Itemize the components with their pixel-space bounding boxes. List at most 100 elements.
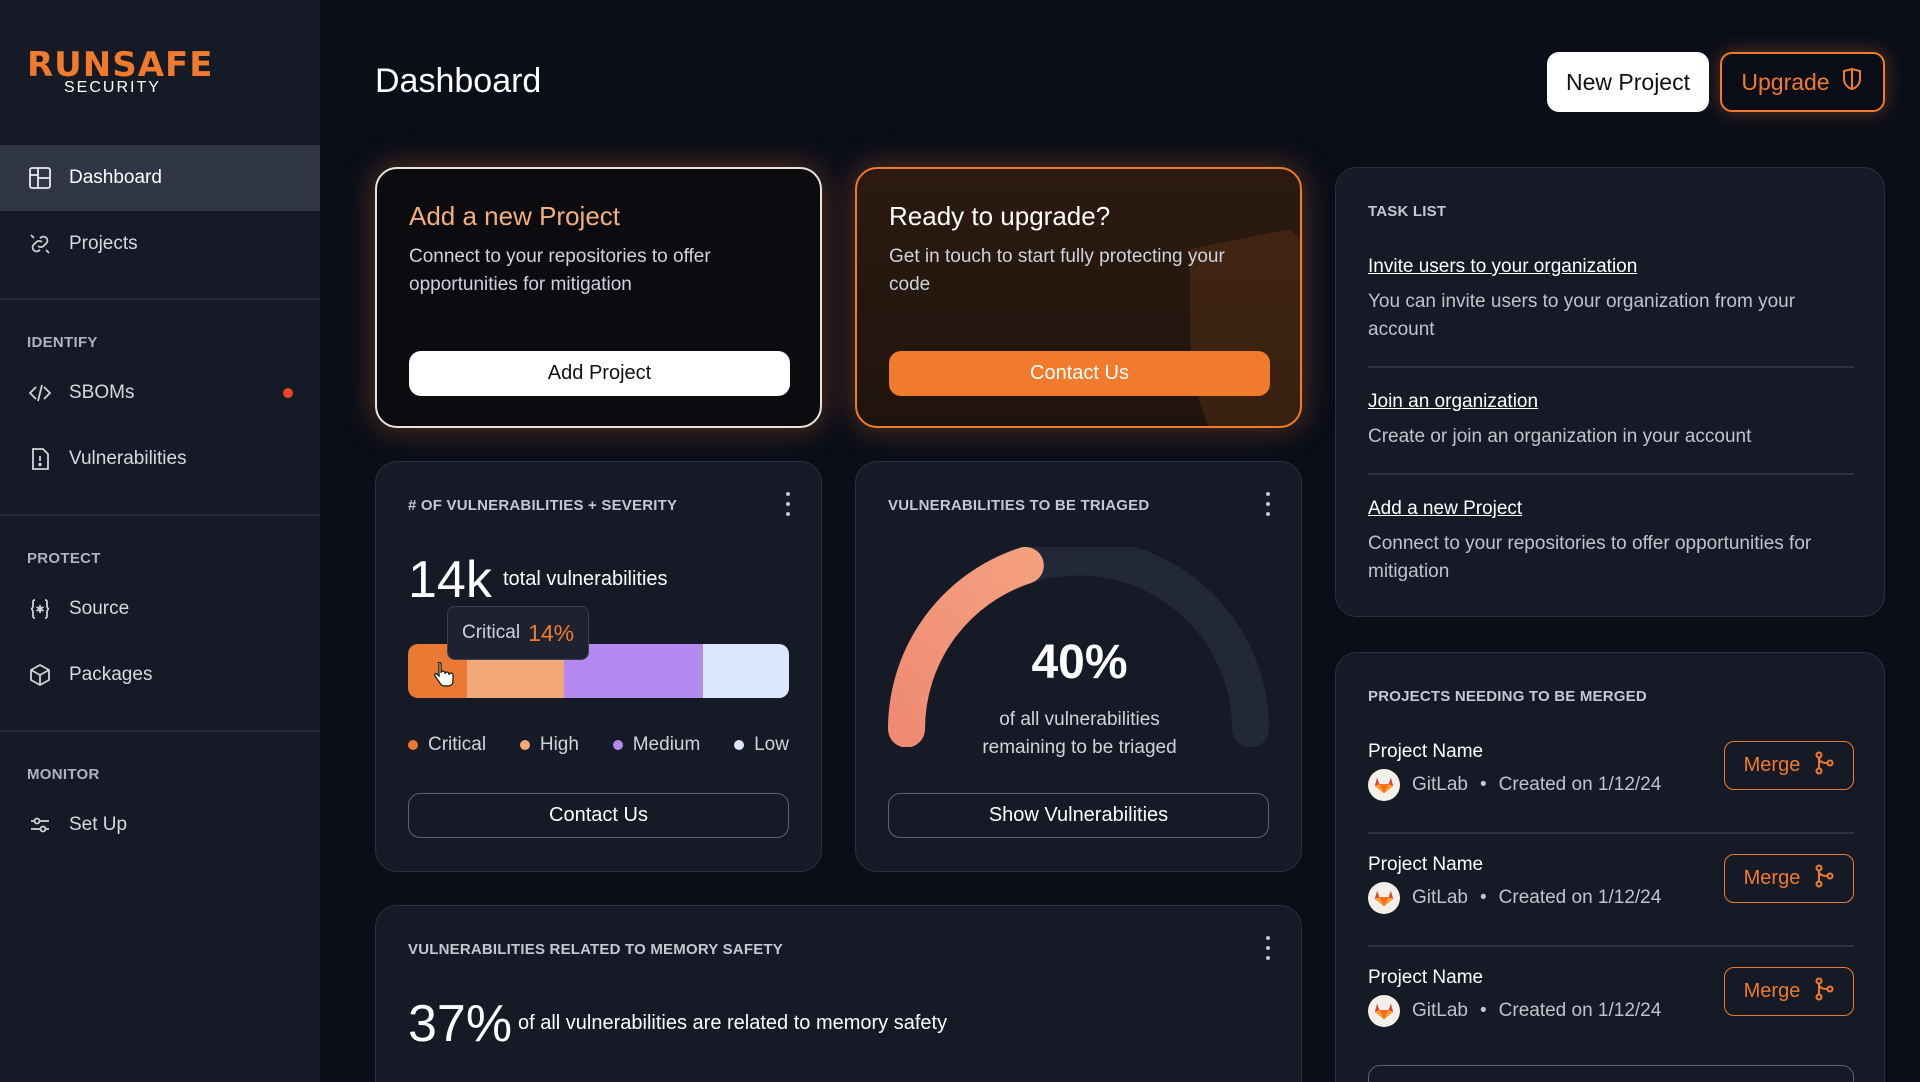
sidebar-item-label: Set Up [69, 814, 128, 835]
git-merge-icon [1814, 864, 1834, 894]
link-icon [27, 231, 53, 257]
project-source: GitLab [1412, 1000, 1468, 1021]
vulnerabilities-severity-card: # OF VULNERABILITIES + SEVERITY 14k tota… [375, 461, 822, 872]
project-meta: GitLab • Created on 1/12/24 [1368, 882, 1661, 914]
triage-percent: 40% [1031, 636, 1128, 689]
view-all-button[interactable] [1368, 1065, 1854, 1082]
box-icon [27, 662, 53, 688]
gauge-fill [888, 547, 1044, 747]
card-label: PROJECTS NEEDING TO BE MERGED [1368, 688, 1647, 705]
sidebar-divider [0, 730, 320, 732]
sidebar: RUNSAFE SECURITY Dashboard Projects IDEN… [0, 0, 320, 1082]
projects-to-merge-card: PROJECTS NEEDING TO BE MERGED Project Na… [1335, 652, 1885, 1082]
memory-safety-percent: 37% [408, 995, 513, 1053]
tooltip-value: 14% [528, 619, 575, 646]
severity-segment-low[interactable] [703, 644, 789, 698]
total-vulnerabilities-count: 14k [408, 551, 492, 609]
file-alert-icon [27, 446, 53, 472]
list-item: Project Name GitLab • Created on 1/12/24… [1368, 741, 1854, 821]
sidebar-item-vulnerabilities[interactable]: Vulnerabilities [0, 426, 320, 492]
task-description: Create or join an organization in your a… [1368, 426, 1752, 447]
sidebar-item-source[interactable]: Source [0, 576, 320, 642]
task-description: Connect to your repositories to offer op… [1368, 533, 1812, 582]
sidebar-item-sboms[interactable]: SBOMs [0, 360, 320, 426]
project-created: Created on 1/12/24 [1498, 774, 1662, 795]
project-name: Project Name [1368, 967, 1484, 988]
sidebar-item-label: Vulnerabilities [69, 448, 187, 469]
card-description: Get in touch to start fully protecting y… [889, 246, 1225, 295]
upgrade-button[interactable]: Upgrade [1720, 52, 1885, 112]
card-label: # OF VULNERABILITIES + SEVERITY [408, 497, 678, 514]
separator-dot: • [1479, 774, 1487, 795]
more-options-icon[interactable] [1265, 936, 1271, 960]
legend-item-critical: Critical [408, 734, 486, 756]
project-meta: GitLab • Created on 1/12/24 [1368, 995, 1661, 1027]
upgrade-card: Ready to upgrade? Get in touch to start … [855, 167, 1302, 428]
sidebar-item-dashboard[interactable]: Dashboard [0, 145, 320, 211]
severity-legend: Critical High Medium Low [408, 734, 789, 756]
section-title-identify: IDENTIFY [27, 334, 98, 351]
merge-button[interactable]: Merge [1724, 741, 1854, 790]
separator-dot: • [1479, 887, 1487, 908]
card-description: Connect to your repositories to offer op… [409, 246, 711, 295]
sidebar-item-label: SBOMs [69, 382, 135, 403]
add-project-card: Add a new Project Connect to your reposi… [375, 167, 822, 428]
legend-item-high: High [519, 734, 579, 756]
task-description: You can invite users to your organizatio… [1368, 291, 1796, 340]
legend-item-low: Low [734, 734, 789, 756]
divider [1368, 473, 1854, 475]
tooltip-label: Critical [462, 622, 521, 643]
gitlab-icon [1368, 995, 1400, 1027]
task-item: Invite users to your organization You ca… [1368, 256, 1854, 344]
sidebar-item-label: Projects [69, 233, 138, 254]
merge-button-label: Merge [1743, 867, 1801, 889]
divider [1368, 945, 1854, 947]
triage-subtitle-line2: remaining to be triaged [982, 737, 1177, 758]
card-title: Ready to upgrade? [889, 201, 1111, 231]
sidebar-divider [0, 514, 320, 516]
sidebar-item-projects[interactable]: Projects [0, 211, 320, 277]
memory-safety-text: of all vulnerabilities are related to me… [518, 1012, 948, 1034]
severity-tooltip: Critical 14% [447, 606, 590, 660]
list-item: Project Name GitLab • Created on 1/12/24… [1368, 854, 1854, 934]
merge-button[interactable]: Merge [1724, 854, 1854, 903]
sidebar-item-label: Source [69, 598, 130, 619]
sidebar-item-packages[interactable]: Packages [0, 642, 320, 708]
new-project-button[interactable]: New Project [1547, 52, 1709, 112]
more-options-icon[interactable] [785, 492, 791, 516]
task-link-join-organization[interactable]: Join an organization [1368, 391, 1539, 412]
severity-bar[interactable] [408, 644, 789, 698]
card-title: Add a new Project [409, 201, 621, 231]
task-link-add-project[interactable]: Add a new Project [1368, 498, 1523, 519]
add-project-button[interactable]: Add Project [409, 351, 790, 396]
divider [1368, 832, 1854, 834]
notification-dot [283, 388, 293, 398]
upgrade-button-label: Upgrade [1741, 68, 1830, 95]
task-link-invite-users[interactable]: Invite users to your organization [1368, 256, 1638, 277]
project-name: Project Name [1368, 854, 1484, 875]
sidebar-item-setup[interactable]: Set Up [0, 792, 320, 858]
triage-gauge [888, 547, 1269, 747]
separator-dot: • [1479, 1000, 1487, 1021]
sidebar-item-label: Packages [69, 664, 153, 685]
gitlab-icon [1368, 882, 1400, 914]
layout-icon [27, 165, 53, 191]
sidebar-divider [0, 298, 320, 300]
triage-card: VULNERABILITIES TO BE TRIAGED 40% of all… [855, 461, 1302, 872]
section-title-protect: PROTECT [27, 550, 101, 567]
sidebar-item-label: Dashboard [69, 167, 162, 188]
logo-subtitle: SECURITY [64, 79, 161, 96]
project-meta: GitLab • Created on 1/12/24 [1368, 769, 1661, 801]
show-vulnerabilities-button[interactable]: Show Vulnerabilities [888, 793, 1269, 838]
project-created: Created on 1/12/24 [1498, 887, 1662, 908]
more-options-icon[interactable] [1265, 492, 1271, 516]
merge-button-label: Merge [1743, 754, 1801, 776]
contact-us-button[interactable]: Contact Us [408, 793, 789, 838]
contact-us-button[interactable]: Contact Us [889, 351, 1270, 396]
memory-safety-card: VULNERABILITIES RELATED TO MEMORY SAFETY… [375, 905, 1302, 1082]
task-list-card: TASK LIST Invite users to your organizat… [1335, 167, 1885, 617]
triage-subtitle-line1: of all vulnerabilities [999, 709, 1160, 730]
runsafe-logo[interactable]: RUNSAFE SECURITY [27, 48, 213, 100]
git-merge-icon [1814, 977, 1834, 1007]
merge-button[interactable]: Merge [1724, 967, 1854, 1016]
